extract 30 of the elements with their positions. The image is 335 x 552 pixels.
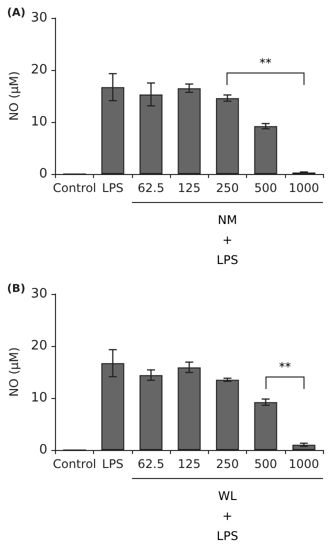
- x-tick-label: 125: [178, 181, 201, 195]
- x-tick-label: 62.5: [138, 457, 164, 471]
- y-axis-title: NO (μM): [7, 71, 21, 121]
- y-tick-label: 0: [39, 166, 48, 182]
- y-tick-label: 10: [30, 390, 48, 406]
- x-tick-label: 125: [178, 457, 201, 471]
- x-tick-label: 1000: [288, 457, 320, 471]
- x-tick-label: LPS: [102, 457, 124, 471]
- y-tick-label: 30: [30, 10, 48, 26]
- y-tick-label: 10: [30, 114, 48, 130]
- x-tick-label: Control: [52, 181, 96, 195]
- text: WL + LPS: [216, 489, 238, 543]
- x-tick-label: 1000: [288, 181, 320, 195]
- y-tick-label: 20: [30, 62, 48, 78]
- x-tick-label: 500: [254, 457, 278, 471]
- x-tick-label: Control: [52, 457, 96, 471]
- annotation: **: [260, 56, 272, 70]
- y-tick-label: 30: [30, 286, 48, 302]
- chart-title: (A): [7, 6, 26, 19]
- annotation: **: [279, 360, 291, 374]
- y-tick-label: 0: [39, 442, 48, 458]
- x-tick-label: 250: [216, 457, 239, 471]
- y-axis-title: NO (μM): [7, 347, 21, 397]
- x-tick-label: 500: [254, 181, 278, 195]
- x-tick-label: 62.5: [138, 181, 164, 195]
- x-tick-label: LPS: [102, 181, 124, 195]
- chart-title: (B): [7, 282, 26, 295]
- y-tick-label: 20: [30, 338, 48, 354]
- text: NM + LPS: [216, 213, 238, 267]
- x-tick-label: 250: [216, 181, 239, 195]
